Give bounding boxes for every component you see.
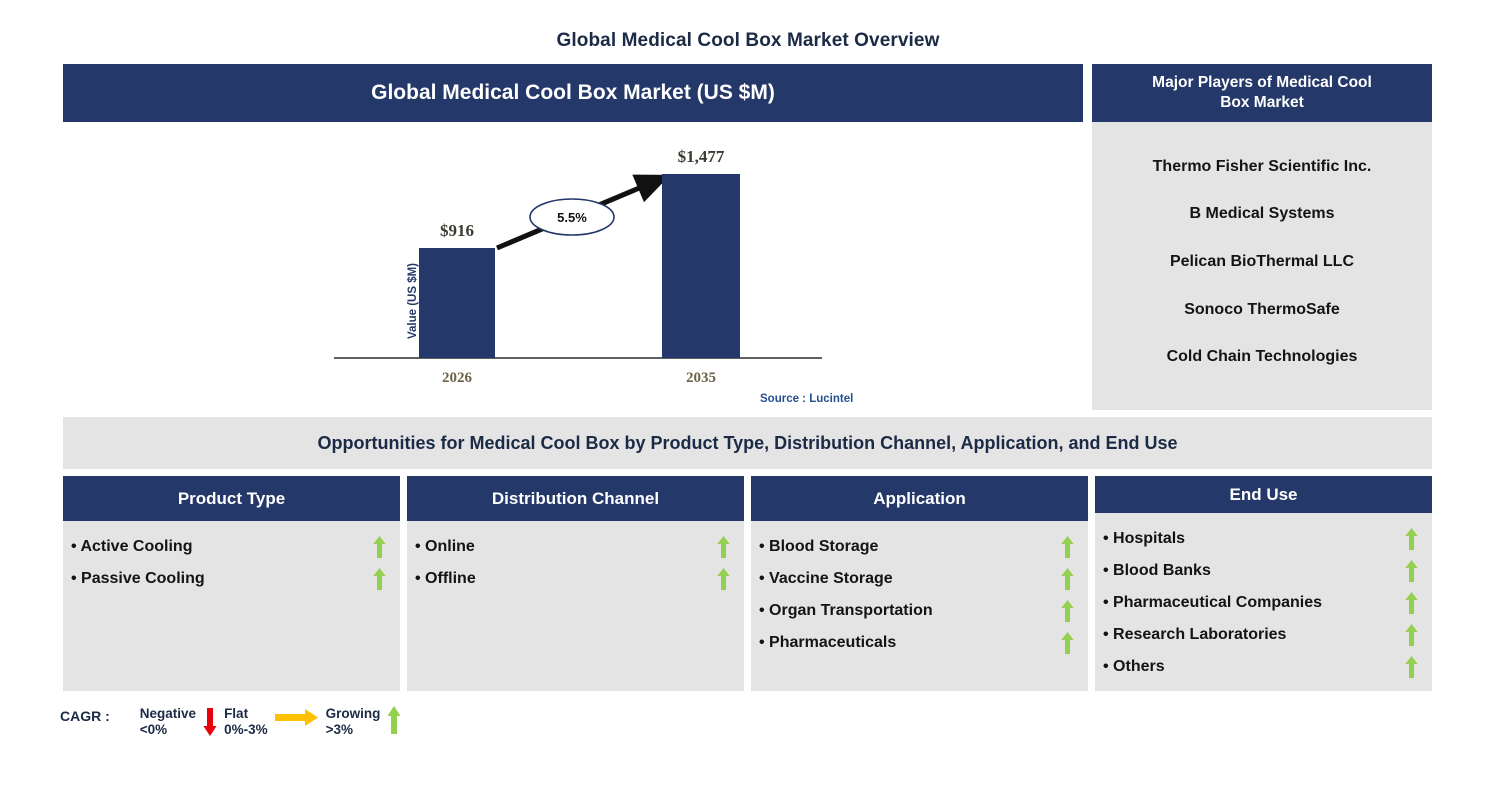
- column-header-application: Application: [751, 476, 1088, 521]
- arrow-up-green-icon: [373, 536, 386, 558]
- bar-2026: [419, 248, 495, 358]
- arrow-up-green-icon: [717, 568, 730, 590]
- list-item-label: • Online: [415, 538, 475, 555]
- list-item-label: • Organ Transportation: [759, 602, 933, 619]
- column-header-product-type: Product Type: [63, 476, 400, 521]
- list-item-label: • Others: [1103, 658, 1165, 675]
- arrow-up-green-icon: [1405, 592, 1418, 614]
- arrow-up-green-icon: [1061, 536, 1074, 558]
- arrow-down-red-icon: [203, 708, 217, 736]
- column-header-end-use: End Use: [1095, 476, 1432, 513]
- cagr-legend-range: 0%-3%: [224, 722, 268, 737]
- player-item: Thermo Fisher Scientific Inc.: [1152, 157, 1372, 175]
- x-tick-2035: 2035: [686, 370, 716, 386]
- list-item: • Vaccine Storage: [759, 563, 1074, 595]
- list-item-label: • Blood Storage: [759, 538, 879, 555]
- arrow-up-green-icon: [1405, 624, 1418, 646]
- list-item: • Pharmaceutical Companies: [1103, 587, 1418, 619]
- major-players-card: Major Players of Medical Cool Box Market…: [1092, 64, 1432, 410]
- opportunities-banner: Opportunities for Medical Cool Box by Pr…: [63, 417, 1432, 469]
- list-item: • Others: [1103, 651, 1418, 683]
- column-body-end-use: • Hospitals • Blood Banks • Pharmaceutic…: [1095, 513, 1432, 691]
- column-distribution-channel: Distribution Channel • Online • Offline: [407, 476, 744, 691]
- source-note: Source : Lucintel: [760, 393, 854, 405]
- list-item: • Hospitals: [1103, 523, 1418, 555]
- list-item: • Research Laboratories: [1103, 619, 1418, 651]
- list-item: • Active Cooling: [71, 531, 386, 563]
- major-players-list: Thermo Fisher Scientific Inc. B Medical …: [1092, 122, 1432, 410]
- chart-plot-area: Value (US $M) $916 $1,477 2026 2035 5.5%: [63, 122, 1083, 410]
- column-product-type: Product Type • Active Cooling • Passive …: [63, 476, 400, 691]
- column-header-distribution-channel: Distribution Channel: [407, 476, 744, 521]
- cagr-legend-entry-negative: Negative <0%: [140, 706, 224, 738]
- list-item-label: • Pharmaceuticals: [759, 634, 897, 651]
- list-item-label: • Pharmaceutical Companies: [1103, 594, 1323, 611]
- list-item-label: • Active Cooling: [71, 538, 193, 555]
- opportunity-columns: Product Type • Active Cooling • Passive …: [63, 476, 1432, 691]
- arrow-up-green-icon: [1405, 528, 1418, 550]
- chart-card-header: Global Medical Cool Box Market (US $M): [63, 64, 1083, 122]
- player-item: B Medical Systems: [1189, 205, 1335, 223]
- cagr-legend-name: Flat: [224, 706, 249, 721]
- column-application: Application • Blood Storage • Vaccine St…: [751, 476, 1088, 691]
- cagr-legend-title: CAGR :: [60, 708, 110, 724]
- column-body-application: • Blood Storage • Vaccine Storage • Orga…: [751, 521, 1088, 691]
- player-item: Pelican BioThermal LLC: [1169, 252, 1355, 270]
- bar-2035: [662, 174, 740, 358]
- major-players-header: Major Players of Medical Cool Box Market: [1092, 64, 1432, 122]
- column-end-use: End Use • Hospitals • Blood Banks • Phar…: [1095, 476, 1432, 691]
- list-item-label: • Research Laboratories: [1103, 626, 1287, 643]
- chart-vector-layer: [334, 174, 822, 359]
- x-tick-2026: 2026: [442, 370, 472, 386]
- list-item-label: • Offline: [415, 570, 476, 587]
- arrow-up-green-icon: [373, 568, 386, 590]
- arrow-up-green-icon: [1061, 632, 1074, 654]
- player-item: Sonoco ThermoSafe: [1184, 300, 1340, 318]
- arrow-up-green-icon: [387, 706, 401, 734]
- bar-value-2026: $916: [440, 221, 474, 240]
- list-item: • Blood Banks: [1103, 555, 1418, 587]
- list-item-label: • Hospitals: [1103, 530, 1186, 547]
- opportunities-banner-text: Opportunities for Medical Cool Box by Pr…: [317, 432, 1178, 453]
- cagr-legend-entry-growing: Growing >3%: [326, 706, 409, 738]
- arrow-right-orange-icon: [274, 709, 318, 726]
- arrow-up-green-icon: [1405, 656, 1418, 678]
- list-item-label: • Passive Cooling: [71, 570, 205, 587]
- page-title: Global Medical Cool Box Market Overview: [556, 30, 940, 51]
- list-item: • Organ Transportation: [759, 595, 1074, 627]
- cagr-bubble: [529, 198, 615, 236]
- list-item: • Online: [415, 531, 730, 563]
- cagr-legend-range: >3%: [325, 722, 353, 737]
- arrow-up-green-icon: [1061, 568, 1074, 590]
- arrow-up-green-icon: [717, 536, 730, 558]
- cagr-legend-name: Negative: [139, 706, 197, 721]
- cagr-legend-range: <0%: [139, 722, 168, 737]
- major-players-header-line2: Box Market: [1220, 94, 1304, 111]
- list-item: • Passive Cooling: [71, 563, 386, 595]
- column-body-product-type: • Active Cooling • Passive Cooling: [63, 521, 400, 691]
- list-item: • Offline: [415, 563, 730, 595]
- player-item: Cold Chain Technologies: [1166, 348, 1358, 366]
- column-body-distribution-channel: • Online • Offline: [407, 521, 744, 691]
- list-item: • Pharmaceuticals: [759, 627, 1074, 659]
- market-chart-card: Global Medical Cool Box Market (US $M) V…: [63, 64, 1083, 410]
- cagr-legend: CAGR : Negative <0% Flat 0%-3% Growing >…: [60, 706, 408, 748]
- arrow-up-green-icon: [1061, 600, 1074, 622]
- cagr-value-label: 5.5%: [557, 210, 587, 225]
- bar-value-2035: $1,477: [677, 147, 725, 166]
- arrow-up-green-icon: [1405, 560, 1418, 582]
- list-item-label: • Vaccine Storage: [759, 570, 893, 587]
- cagr-legend-name: Growing: [325, 706, 381, 721]
- list-item: • Blood Storage: [759, 531, 1074, 563]
- list-item-label: • Blood Banks: [1103, 562, 1211, 579]
- cagr-legend-entry-flat: Flat 0%-3%: [224, 706, 326, 738]
- major-players-header-line1: Major Players of Medical Cool: [1152, 74, 1372, 91]
- y-axis-label: Value (US $M): [407, 262, 419, 340]
